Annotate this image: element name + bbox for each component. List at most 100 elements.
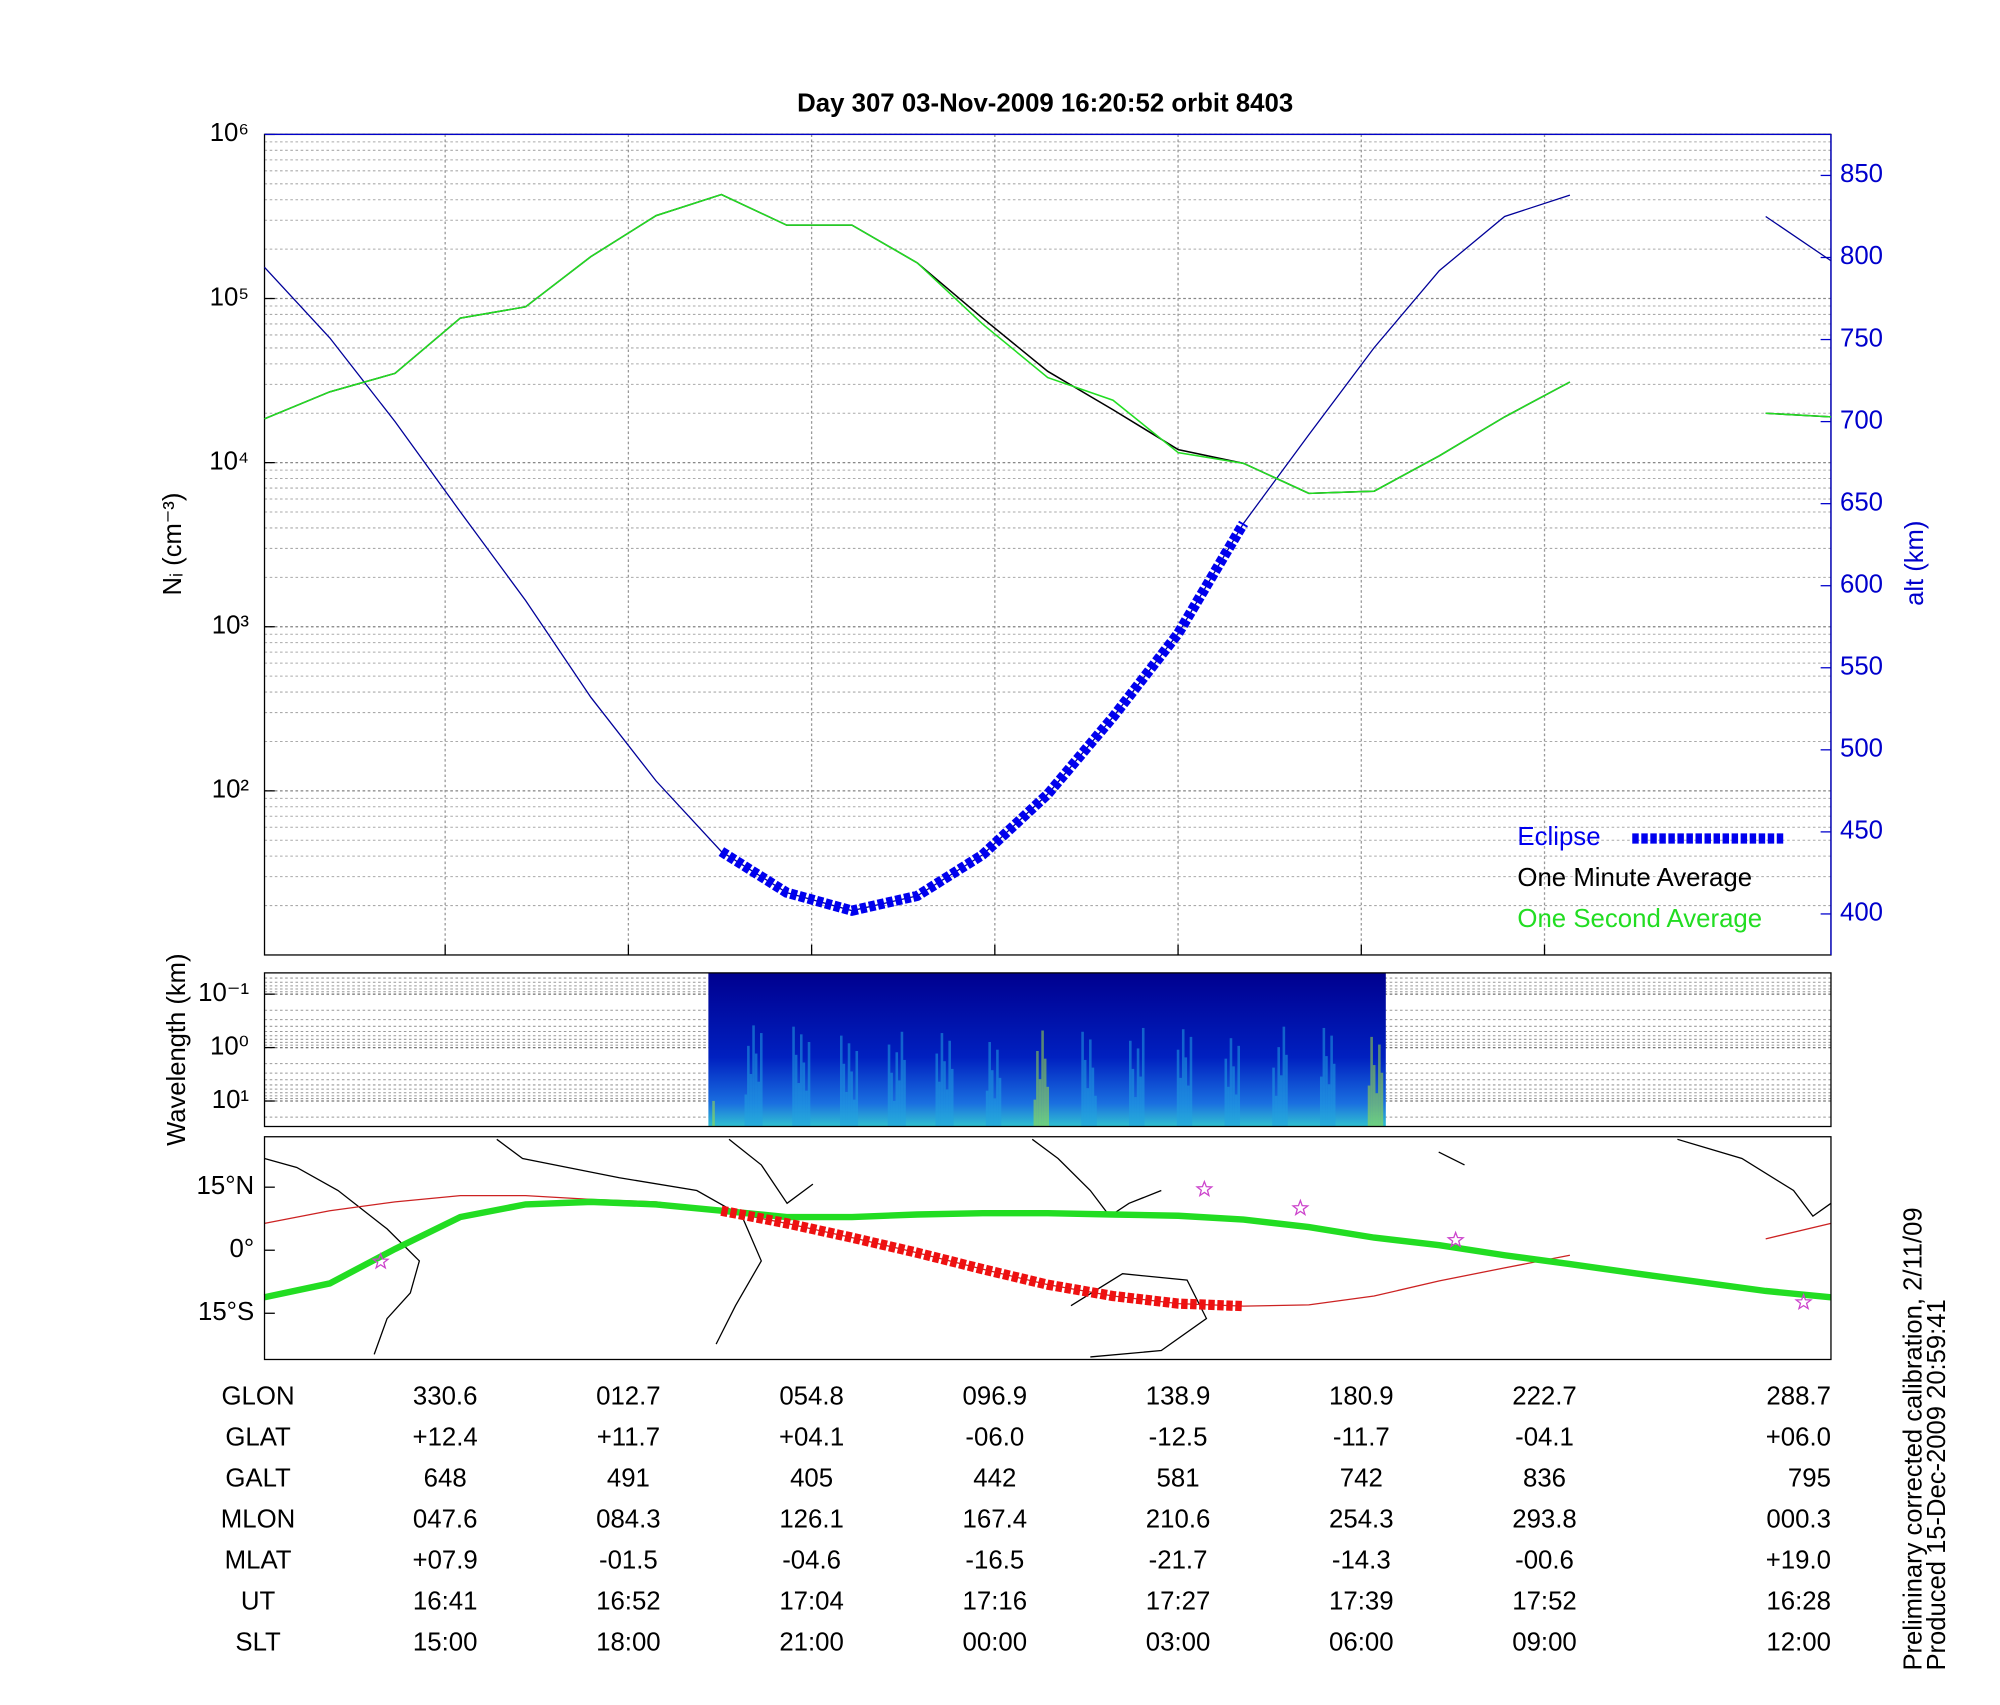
spectrogram-streak xyxy=(850,1071,853,1127)
series-line xyxy=(263,1198,1832,1301)
spectrogram-streak xyxy=(945,1089,949,1127)
table-cell: 491 xyxy=(607,1465,650,1493)
series-line xyxy=(720,1205,1244,1312)
spectrogram-streak xyxy=(900,1031,904,1127)
table-cell: 17:16 xyxy=(963,1588,1028,1616)
legend-label: One Minute Average xyxy=(1517,864,1752,892)
table-cell: 17:04 xyxy=(779,1588,844,1616)
table-cell: 00:00 xyxy=(963,1629,1028,1657)
spectrogram-streak xyxy=(887,1044,891,1127)
table-cell: -11.7 xyxy=(1333,1424,1390,1452)
spectrogram-streak xyxy=(797,1082,800,1127)
spectrogram-streak xyxy=(802,1062,806,1127)
spectrogram-streak xyxy=(1139,1076,1142,1127)
spectrogram-streak xyxy=(996,1049,999,1127)
table-cell: -01.5 xyxy=(599,1547,658,1575)
table-cell: -06.0 xyxy=(965,1424,1024,1452)
spectrogram-streak xyxy=(1081,1031,1084,1127)
table-cell: 09:00 xyxy=(1512,1629,1577,1657)
spectrogram-streak xyxy=(1227,1086,1230,1127)
table-cell: 795 xyxy=(1788,1465,1831,1493)
spectrogram-streak xyxy=(760,1033,763,1127)
y-tick-label: 15°N xyxy=(197,1172,255,1200)
legend-label: One Second Average xyxy=(1517,905,1762,933)
spectrogram-streak xyxy=(1083,1059,1087,1127)
spectrogram-streak xyxy=(1322,1027,1326,1127)
spectrogram-streak xyxy=(794,1054,798,1127)
spectrogram-streak xyxy=(757,1081,760,1127)
spectrogram-streak xyxy=(840,1035,843,1127)
spectrogram-streak xyxy=(1280,1075,1283,1127)
y-tick-label: 10² xyxy=(212,776,250,804)
spectrogram-streak xyxy=(807,1042,811,1127)
table-cell: 084.3 xyxy=(596,1506,661,1534)
spectrogram-streak xyxy=(948,1040,951,1127)
spectrogram-streak xyxy=(1274,1095,1278,1127)
star-marker xyxy=(1195,1179,1214,1198)
table-cell: 047.6 xyxy=(413,1506,478,1534)
table-cell: 054.8 xyxy=(779,1383,844,1411)
y2-tick-label: 650 xyxy=(1840,489,1883,517)
spectrogram-streak xyxy=(1232,1066,1235,1127)
spectrogram-streak xyxy=(1131,1068,1135,1127)
series-line xyxy=(264,193,1832,495)
star-marker xyxy=(371,1251,390,1270)
table-cell: +04.1 xyxy=(779,1424,844,1452)
star-marker xyxy=(1291,1198,1310,1216)
spectrogram-streak xyxy=(1179,1077,1182,1127)
spectrogram-streak xyxy=(754,1053,758,1127)
spectrogram-streak xyxy=(1285,1054,1288,1127)
table-cell: 167.4 xyxy=(963,1506,1028,1534)
spectrogram-streak xyxy=(1272,1067,1275,1127)
table-cell: +11.7 xyxy=(597,1424,660,1452)
spectrogram-streak xyxy=(1129,1040,1132,1127)
table-cell: -04.1 xyxy=(1515,1424,1574,1452)
spectrogram-streak xyxy=(892,1100,896,1127)
spectrogram-streak xyxy=(1094,1095,1097,1127)
y-tick-label: 10⁰ xyxy=(210,1032,249,1060)
spectrogram-streak xyxy=(1320,1076,1323,1127)
spectrogram-streak xyxy=(1141,1027,1145,1127)
y2-tick-label: 750 xyxy=(1840,324,1883,352)
table-cell: 18:00 xyxy=(596,1629,661,1657)
y-tick-label: 10³ xyxy=(212,612,250,640)
spectrogram-streak xyxy=(1327,1084,1331,1127)
spectrogram-streak xyxy=(1189,1036,1193,1127)
table-row-label: MLAT xyxy=(225,1547,292,1575)
spectrogram-streak xyxy=(1370,1036,1373,1127)
y-tick-label: 0° xyxy=(230,1235,255,1263)
spectrogram-streak xyxy=(749,1074,753,1127)
spectrogram-streak xyxy=(1089,1039,1092,1127)
spectrogram-streak xyxy=(1043,1058,1047,1127)
spectrogram-streak xyxy=(1237,1045,1240,1127)
y2-tick-label: 800 xyxy=(1840,242,1883,270)
y2-tick-label: 500 xyxy=(1840,735,1883,763)
table-row-label: GLON xyxy=(222,1383,295,1411)
table-cell: 17:27 xyxy=(1146,1588,1211,1616)
table-cell: 012.7 xyxy=(596,1383,661,1411)
y2-tick-label: 550 xyxy=(1840,653,1883,681)
table-row-label: GLAT xyxy=(225,1424,291,1452)
table-cell: 096.9 xyxy=(963,1383,1028,1411)
table-cell: 17:39 xyxy=(1329,1588,1394,1616)
table-cell: 180.9 xyxy=(1329,1383,1394,1411)
y-axis-label: Wavelength (km) xyxy=(163,953,191,1145)
spectrogram-streak xyxy=(1372,1065,1376,1127)
table-cell: 254.3 xyxy=(1329,1506,1394,1534)
table-cell: -14.3 xyxy=(1332,1547,1391,1575)
spectrogram-streak xyxy=(990,1070,994,1127)
spectrogram-streak xyxy=(895,1052,899,1127)
table-cell: 222.7 xyxy=(1512,1383,1577,1411)
spectrogram-streak xyxy=(855,1050,859,1127)
table-cell: -16.5 xyxy=(965,1547,1024,1575)
y-axis-label: Nᵢ (cm⁻³) xyxy=(159,493,187,596)
series-line xyxy=(264,193,1832,495)
spectrogram-streak xyxy=(1033,1099,1037,1127)
spectrogram-streak xyxy=(747,1045,750,1127)
table-cell: 330.6 xyxy=(413,1383,478,1411)
spectrogram-streak xyxy=(1134,1097,1137,1127)
legend-label: Eclipse xyxy=(1517,823,1600,851)
y2-tick-label: 450 xyxy=(1840,817,1883,845)
table-cell: 648 xyxy=(424,1465,467,1493)
